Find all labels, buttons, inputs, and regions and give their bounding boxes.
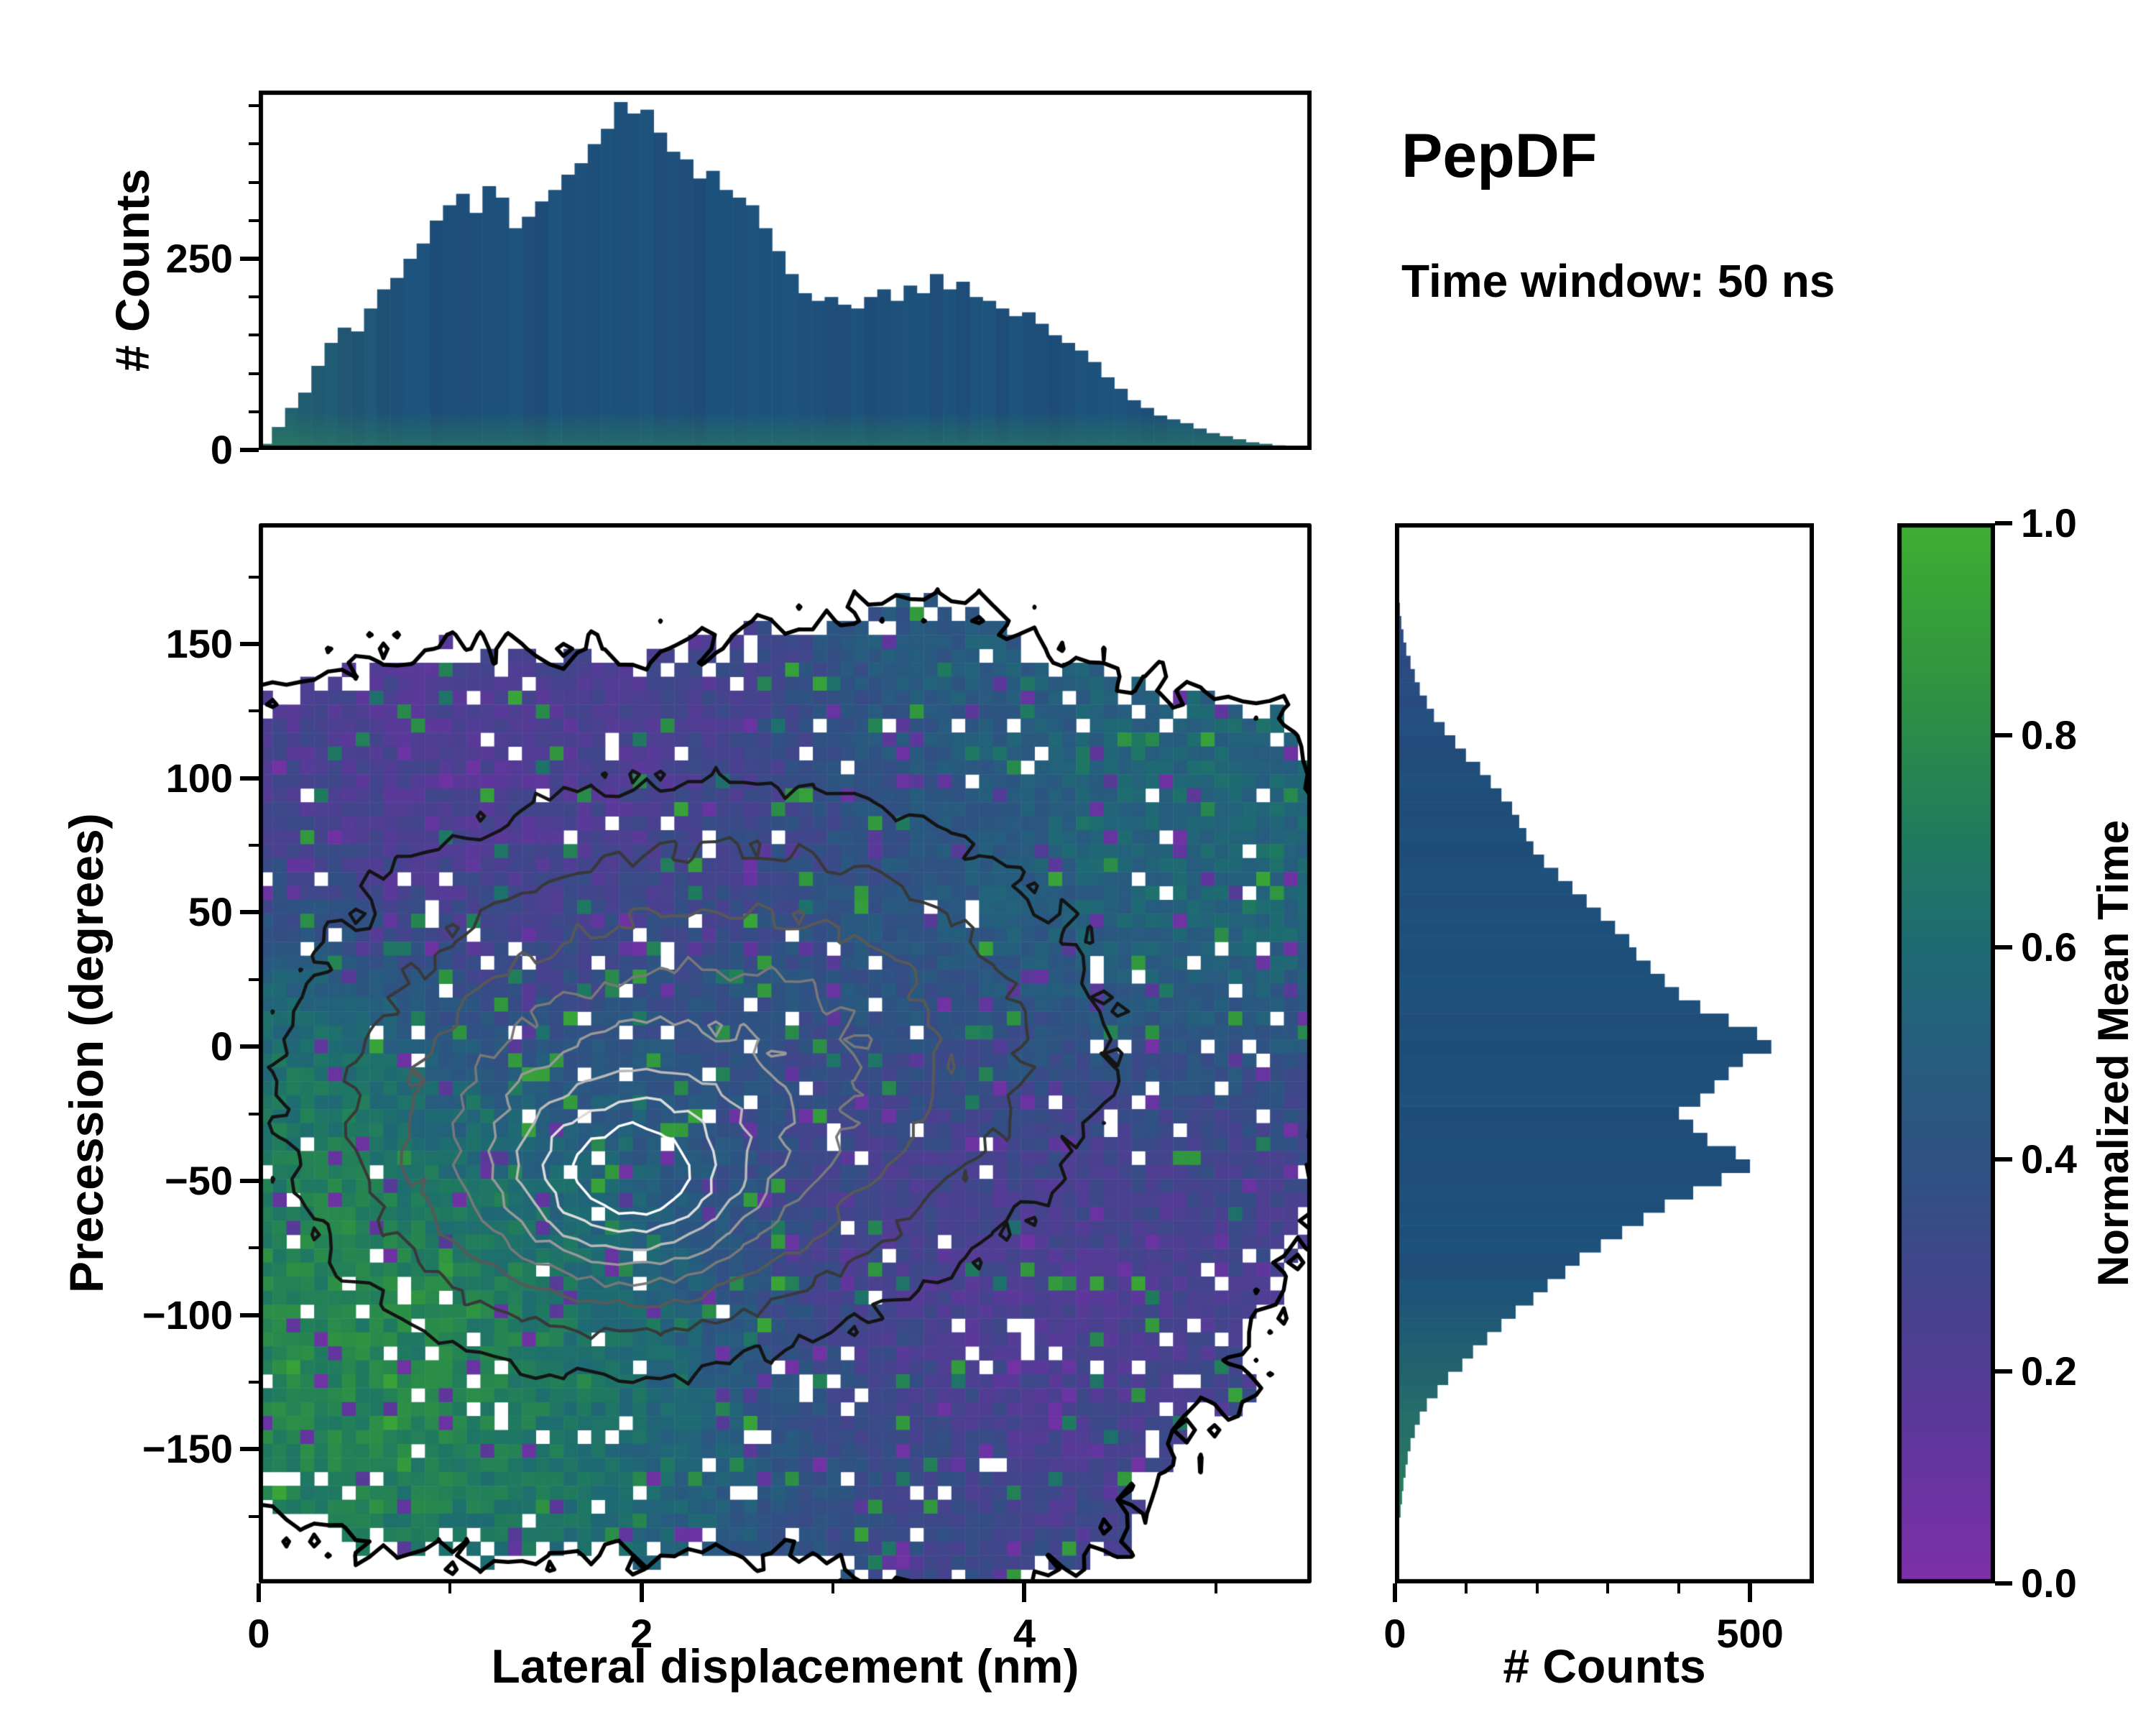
- x-minor-tick: [448, 1583, 452, 1593]
- colorbar-tick: [1995, 945, 2012, 949]
- colorbar-panel: [1897, 523, 1995, 1583]
- main-x-axis-label: Lateral displacement (nm): [491, 1639, 1079, 1693]
- y-major-tick: [240, 776, 259, 781]
- y-minor-tick: [249, 1246, 259, 1250]
- y-major-tick: [240, 1447, 259, 1452]
- x-major-tick: [257, 1583, 261, 1602]
- y-minor-tick: [249, 575, 259, 579]
- y-tick-label: −50: [165, 1157, 233, 1203]
- right-x-major-tick: [1393, 1583, 1397, 1602]
- y-minor-tick: [249, 1112, 259, 1116]
- colorbar-tick-label: 0.6: [2021, 924, 2077, 970]
- top-y-minor-tick: [249, 295, 259, 299]
- x-tick-label: 2: [630, 1611, 653, 1656]
- y-tick-label: 50: [188, 889, 233, 935]
- right-x-minor-tick: [1677, 1583, 1681, 1593]
- right-x-tick-label: 0: [1383, 1611, 1406, 1656]
- top-y-minor-tick: [249, 180, 259, 184]
- y-major-tick: [240, 910, 259, 915]
- y-tick-label: 100: [165, 755, 233, 801]
- y-tick-label: −150: [142, 1426, 233, 1472]
- x-major-tick: [1022, 1583, 1027, 1602]
- heatmap-panel: [259, 523, 1312, 1583]
- colorbar-tick: [1995, 733, 2012, 737]
- top-y-tick-label: 0: [210, 427, 233, 472]
- top-y-minor-tick: [249, 104, 259, 108]
- top-y-minor-tick: [249, 372, 259, 375]
- colorbar-tick-label: 0.0: [2021, 1560, 2077, 1606]
- right-histogram-canvas: [1395, 523, 1814, 1583]
- right-histogram-panel: [1395, 523, 1814, 1583]
- x-tick-label: 0: [247, 1611, 270, 1656]
- y-minor-tick: [249, 709, 259, 713]
- y-major-tick: [240, 1312, 259, 1317]
- colorbar-tick: [1995, 521, 2012, 525]
- top-histogram-panel: [259, 91, 1312, 450]
- y-major-tick: [240, 642, 259, 647]
- x-minor-tick: [831, 1583, 835, 1593]
- right-x-minor-tick: [1606, 1583, 1610, 1593]
- colorbar-tick-label: 1.0: [2021, 500, 2077, 546]
- y-minor-tick: [249, 1380, 259, 1384]
- y-major-tick: [240, 1178, 259, 1183]
- right-x-tick-label: 500: [1716, 1611, 1784, 1656]
- top-histogram-canvas: [259, 91, 1312, 450]
- colorbar-canvas: [1897, 523, 1995, 1583]
- top-y-minor-tick: [249, 218, 259, 222]
- y-minor-tick: [249, 978, 259, 981]
- top-y-minor-tick: [249, 142, 259, 146]
- right-hist-x-axis-label: # Counts: [1503, 1639, 1706, 1693]
- top-y-minor-tick: [249, 410, 259, 413]
- y-minor-tick: [249, 844, 259, 847]
- colorbar-tick: [1995, 1369, 2012, 1374]
- colorbar-tick: [1995, 1157, 2012, 1162]
- x-tick-label: 4: [1013, 1611, 1036, 1656]
- figure-subtitle: Time window: 50 ns: [1401, 255, 1835, 307]
- x-minor-tick: [1214, 1583, 1217, 1593]
- top-y-major-tick: [240, 257, 259, 262]
- colorbar-tick-label: 0.2: [2021, 1348, 2077, 1394]
- colorbar-tick: [1995, 1581, 2012, 1586]
- right-x-minor-tick: [1464, 1583, 1468, 1593]
- colorbar-label: Normalized Mean Time: [2089, 819, 2137, 1287]
- colorbar-tick-label: 0.8: [2021, 712, 2077, 758]
- heatmap-canvas: [259, 523, 1312, 1583]
- x-major-tick: [639, 1583, 644, 1602]
- y-major-tick: [240, 1044, 259, 1049]
- y-tick-label: 0: [210, 1024, 233, 1070]
- top-y-major-tick: [240, 448, 259, 452]
- top-y-minor-tick: [249, 334, 259, 337]
- right-x-minor-tick: [1535, 1583, 1539, 1593]
- right-x-major-tick: [1748, 1583, 1753, 1602]
- colorbar-tick-label: 0.4: [2021, 1136, 2077, 1182]
- figure-title: PepDF: [1401, 121, 1598, 190]
- y-tick-label: 150: [165, 621, 233, 667]
- y-tick-label: −100: [142, 1292, 233, 1338]
- y-minor-tick: [249, 1514, 259, 1518]
- top-y-tick-label: 250: [165, 236, 233, 282]
